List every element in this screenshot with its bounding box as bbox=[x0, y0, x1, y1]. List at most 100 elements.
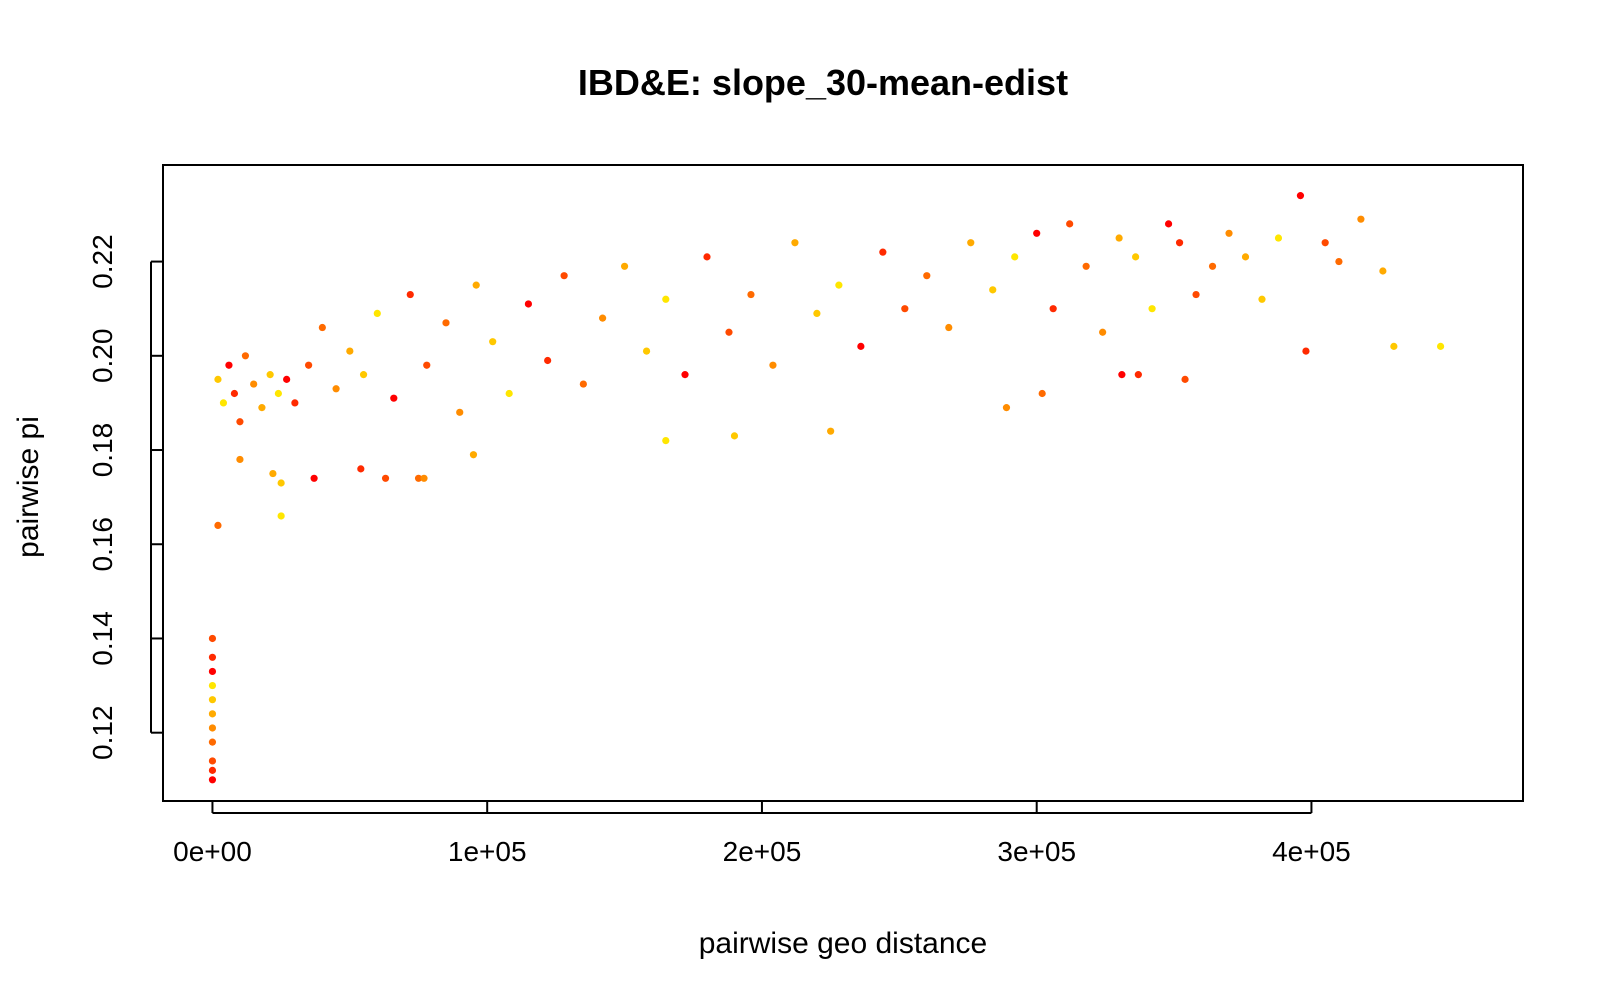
scatter-point bbox=[456, 408, 464, 416]
scatter-point bbox=[269, 469, 277, 478]
scatter-point bbox=[241, 352, 250, 360]
scatter-point bbox=[662, 437, 670, 445]
scatter-point bbox=[236, 455, 244, 464]
scatter-point bbox=[1208, 262, 1217, 270]
scatter-point bbox=[208, 710, 217, 718]
scatter-point bbox=[1225, 229, 1233, 237]
scatter-point bbox=[642, 347, 651, 355]
x-tick-label: 3e+05 bbox=[997, 836, 1076, 867]
scatter-point bbox=[1175, 239, 1184, 247]
scatter-point bbox=[208, 738, 217, 746]
scatter-point bbox=[1274, 234, 1283, 242]
scatter-point bbox=[346, 347, 354, 355]
scatter-point bbox=[835, 281, 843, 289]
y-tick-label: 0.20 bbox=[87, 329, 118, 384]
scatter-point bbox=[219, 399, 228, 407]
scatter-point bbox=[250, 380, 258, 388]
scatter-point bbox=[274, 389, 282, 398]
scatter-point bbox=[442, 319, 450, 327]
scatter-point bbox=[1002, 404, 1011, 412]
scatter-point bbox=[208, 681, 217, 690]
scatter-point bbox=[1192, 290, 1200, 299]
scatter-point bbox=[681, 371, 689, 379]
scatter-point bbox=[769, 361, 777, 369]
scatter-point bbox=[277, 512, 285, 520]
scatter-point bbox=[791, 239, 799, 247]
scatter-point bbox=[423, 361, 431, 369]
scatter-point bbox=[373, 309, 381, 317]
y-tick-label: 0.14 bbox=[87, 611, 118, 666]
scatter-point bbox=[332, 385, 340, 393]
scatter-point bbox=[214, 375, 222, 383]
scatter-point bbox=[1118, 371, 1126, 379]
scatter-point bbox=[214, 521, 222, 530]
scatter-point bbox=[544, 356, 552, 365]
x-tick-label: 0e+00 bbox=[173, 836, 252, 867]
scatter-point bbox=[208, 653, 217, 661]
scatter-point bbox=[730, 432, 739, 440]
x-tick-label: 4e+05 bbox=[1272, 836, 1351, 867]
scatter-point bbox=[469, 451, 478, 459]
scatter-point bbox=[305, 361, 313, 369]
scatter-point bbox=[923, 272, 931, 280]
plot-frame bbox=[162, 164, 1524, 802]
scatter-point bbox=[236, 418, 244, 426]
scatter-point bbox=[1436, 342, 1445, 350]
scatter-point bbox=[208, 724, 217, 732]
scatter-point bbox=[357, 465, 365, 473]
scatter-point bbox=[208, 776, 217, 784]
scatter-point bbox=[1082, 262, 1090, 270]
y-tick-label: 0.22 bbox=[87, 234, 118, 289]
scatter-point bbox=[662, 295, 670, 303]
y-tick-label: 0.12 bbox=[87, 705, 118, 760]
scatter-point bbox=[599, 314, 607, 322]
x-tick-label: 1e+05 bbox=[448, 836, 527, 867]
scatter-point bbox=[414, 474, 423, 482]
chart-title: IBD&E: slope_30-mean-edist bbox=[578, 62, 1068, 103]
scatter-point bbox=[1357, 215, 1365, 223]
scatter-point bbox=[945, 323, 953, 332]
scatter-point bbox=[225, 361, 233, 369]
scatter-point bbox=[1099, 328, 1107, 336]
scatter-point bbox=[406, 290, 414, 299]
scatter-point bbox=[1038, 389, 1046, 398]
scatter-point bbox=[208, 634, 217, 643]
scatter-point bbox=[208, 667, 217, 676]
scatter-point bbox=[1379, 267, 1387, 275]
scatter-point bbox=[1049, 305, 1057, 313]
scatter-point bbox=[266, 371, 274, 379]
scatter-point bbox=[725, 328, 733, 336]
scatter-point bbox=[390, 394, 398, 402]
scatter-point bbox=[472, 281, 480, 289]
scatter-point bbox=[620, 262, 629, 270]
x-axis-label: pairwise geo distance bbox=[699, 927, 988, 960]
scatter-point bbox=[857, 342, 865, 350]
scatter-point bbox=[901, 305, 909, 313]
y-tick-label: 0.18 bbox=[87, 423, 118, 478]
scatter-point bbox=[879, 248, 887, 256]
scatter-point bbox=[291, 399, 299, 407]
scatter-point bbox=[1066, 220, 1074, 228]
scatter-point bbox=[747, 290, 755, 299]
x-tick-label: 2e+05 bbox=[723, 836, 802, 867]
scatter-point bbox=[505, 389, 513, 398]
scatter-point bbox=[1132, 253, 1140, 261]
scatter-point bbox=[208, 757, 217, 765]
scatter-point bbox=[359, 371, 368, 379]
scatter-point bbox=[989, 286, 997, 294]
scatter-point bbox=[1181, 375, 1189, 383]
scatter-point bbox=[1164, 220, 1173, 228]
x-axis: 0e+00 1e+05 2e+05 3e+05 4e+05 bbox=[173, 801, 1351, 867]
points-layer bbox=[208, 192, 1445, 784]
scatter-point bbox=[1011, 253, 1019, 261]
scatter-point bbox=[208, 766, 217, 774]
y-axis: 0.12 0.14 0.16 0.18 0.20 0.22 bbox=[87, 234, 163, 760]
scatter-point bbox=[208, 696, 217, 704]
scatter-point bbox=[1321, 239, 1329, 247]
scatter-point bbox=[827, 427, 835, 435]
scatter-point bbox=[310, 474, 318, 482]
scatter-point bbox=[560, 272, 568, 280]
scatter-point bbox=[489, 338, 497, 346]
